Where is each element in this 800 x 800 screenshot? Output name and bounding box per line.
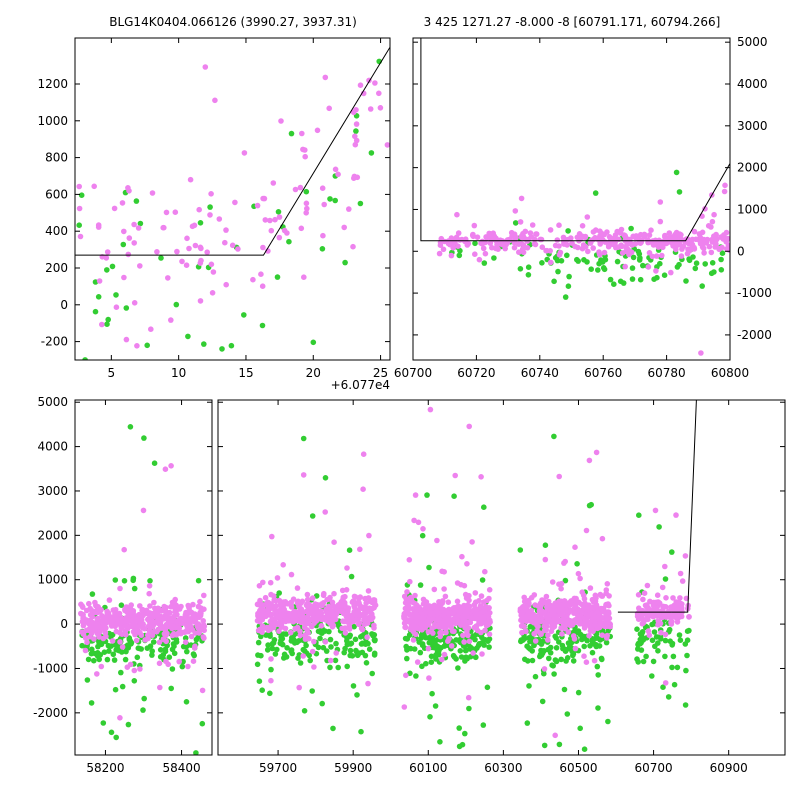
x-tick-label: 5 bbox=[108, 366, 116, 380]
scatter-points bbox=[78, 406, 692, 755]
y-tick-label: 0 bbox=[60, 617, 68, 631]
y-tick-label: -200 bbox=[41, 335, 68, 349]
y-tick-label: 2000 bbox=[37, 528, 68, 542]
scatter-points bbox=[76, 58, 390, 360]
y-tick-label: 400 bbox=[45, 224, 68, 238]
y-tick-label: 200 bbox=[45, 261, 68, 275]
x-tick-label: 60700 bbox=[394, 366, 432, 380]
y-tick-label: 3000 bbox=[37, 484, 68, 498]
y-tick-label: -1000 bbox=[737, 286, 772, 300]
y-tick-label: 600 bbox=[45, 187, 68, 201]
x-tick-label: 60900 bbox=[710, 761, 748, 775]
x-tick-label: 60740 bbox=[521, 366, 559, 380]
x-tick-label: 58400 bbox=[162, 761, 200, 775]
y-tick-label: 800 bbox=[45, 151, 68, 165]
y-tick-label: 4000 bbox=[737, 77, 768, 91]
scatter-points bbox=[436, 169, 730, 356]
x-axis-offset-label: +6.077e4 bbox=[330, 378, 390, 392]
y-tick-label: 5000 bbox=[737, 35, 768, 49]
x-tick-label: 60100 bbox=[409, 761, 447, 775]
model-line bbox=[75, 46, 390, 256]
plot-title-left: BLG14K0404.066126 (3990.27, 3937.31) bbox=[109, 15, 357, 29]
model-line bbox=[617, 400, 697, 613]
y-tick-label: 2000 bbox=[737, 161, 768, 175]
panel-top_right: 60700 60720 60740 60760 60780 60800 -2000 -1000… bbox=[394, 35, 772, 380]
axes-frame bbox=[74, 399, 213, 756]
axes-frame bbox=[412, 37, 731, 361]
y-tick-label: 1200 bbox=[37, 77, 68, 91]
y-tick-label: 1000 bbox=[37, 573, 68, 587]
model-line bbox=[420, 38, 730, 242]
panel-bottom: 58200 58400 59700 59900 60100 60300 60500 60700… bbox=[33, 395, 786, 775]
y-tick-label: 3000 bbox=[737, 119, 768, 133]
y-tick-label: 5000 bbox=[37, 395, 68, 409]
y-tick-label: -2000 bbox=[33, 706, 68, 720]
x-tick-label: 60500 bbox=[559, 761, 597, 775]
y-tick-label: 1000 bbox=[737, 202, 768, 216]
x-tick-label: 25 bbox=[373, 366, 388, 380]
x-tick-label: 58200 bbox=[86, 761, 124, 775]
x-tick-label: 60760 bbox=[584, 366, 622, 380]
x-tick-label: 20 bbox=[306, 366, 321, 380]
axes-frame bbox=[74, 37, 391, 361]
panel-top_left: 5 10 15 20 25 -200 0 200 400 600 800 1000 1200 bbox=[37, 37, 391, 380]
x-tick-label: 10 bbox=[171, 366, 186, 380]
x-tick-label: 59900 bbox=[334, 761, 372, 775]
plot-title-right: 3 425 1271.27 -8.000 -8 [60791.171, 6079… bbox=[423, 15, 721, 29]
y-tick-label: -2000 bbox=[737, 328, 772, 342]
x-tick-label: 60800 bbox=[711, 366, 749, 380]
axes-frame bbox=[217, 399, 786, 756]
y-tick-label: 0 bbox=[60, 298, 68, 312]
y-tick-label: 0 bbox=[737, 244, 745, 258]
x-tick-label: 60720 bbox=[457, 366, 495, 380]
x-tick-label: 15 bbox=[238, 366, 253, 380]
x-tick-label: 60780 bbox=[648, 366, 686, 380]
y-tick-label: -1000 bbox=[33, 661, 68, 675]
x-tick-label: 59700 bbox=[259, 761, 297, 775]
y-tick-label: 1000 bbox=[37, 114, 68, 128]
y-tick-label: 4000 bbox=[37, 440, 68, 454]
x-tick-label: 60300 bbox=[484, 761, 522, 775]
x-tick-label: 60700 bbox=[634, 761, 672, 775]
